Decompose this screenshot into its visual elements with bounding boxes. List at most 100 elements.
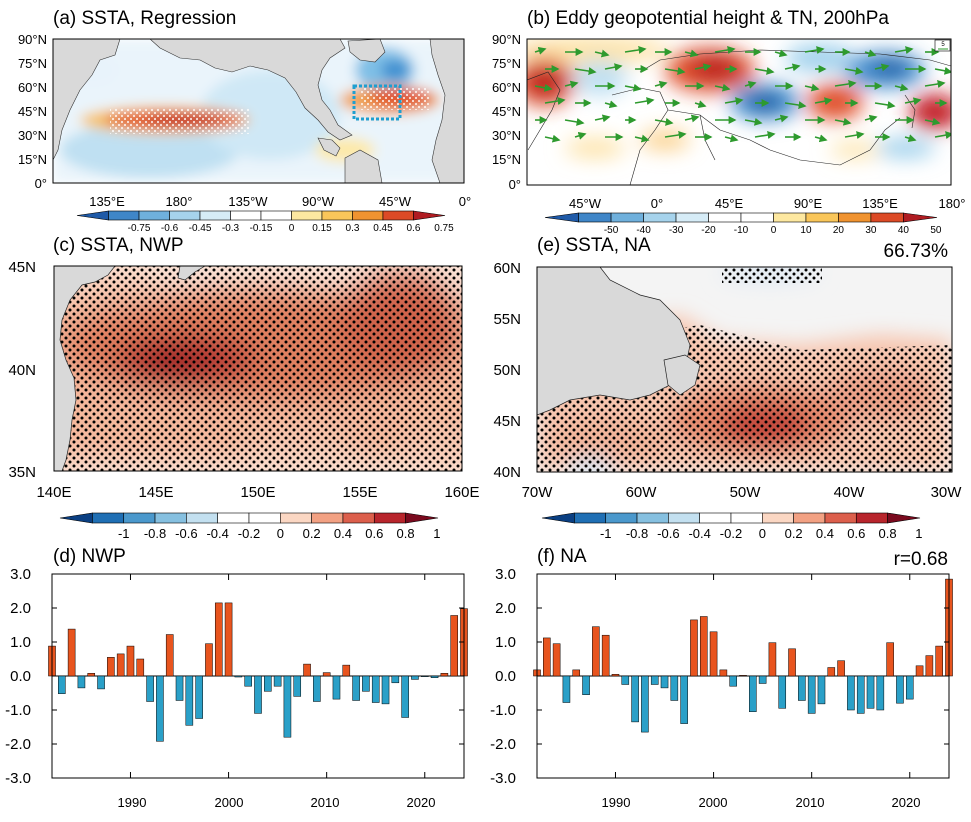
panel-f-title: (f) NA xyxy=(537,546,587,567)
flux-vector xyxy=(694,100,707,108)
panel-f-ytick: 3.0 xyxy=(495,566,516,583)
flux-vector xyxy=(544,97,566,105)
bar-2013 xyxy=(837,660,845,677)
panel-f-xtick: 2020 xyxy=(892,795,921,810)
flux-vector xyxy=(654,117,674,126)
bar-1990 xyxy=(126,645,135,677)
colorbar-tick-label: 0.4 xyxy=(816,526,834,541)
bar-2012 xyxy=(342,664,351,677)
panel-e-y-ticks: 60N 55N 50N 45N 40N xyxy=(493,260,521,481)
panel-e-variance-label: 66.73% xyxy=(884,241,949,262)
bar-1991 xyxy=(621,675,630,685)
panel-e-ytick: 40N xyxy=(493,464,521,481)
bar-2001 xyxy=(234,675,243,678)
flux-vector xyxy=(744,81,757,89)
panel-a-ytick: 60°N xyxy=(18,80,47,95)
panel-e-xtick: 70W xyxy=(522,484,554,501)
flux-vector xyxy=(894,83,909,92)
panel-e-ytick: 45N xyxy=(493,413,521,430)
panel-a-xtick: 0° xyxy=(459,194,471,209)
panel-d-xtick: 1990 xyxy=(118,795,147,810)
bar-2005 xyxy=(273,675,282,687)
flux-vector xyxy=(594,114,611,123)
panel-b-ytick: 75°N xyxy=(492,56,521,71)
colorbar-tick-label: 0.8 xyxy=(397,526,415,541)
panel-e-ytick: 55N xyxy=(493,311,521,328)
panel-b-ytick: 45°N xyxy=(492,104,521,119)
bar-1984 xyxy=(552,643,561,677)
panel-b-xtick: 180° xyxy=(939,196,966,211)
bar-2011 xyxy=(817,675,826,705)
colorbar-segment xyxy=(699,512,732,524)
panel-b-xtick: 135°E xyxy=(862,196,898,211)
panel-f-frame xyxy=(536,573,950,779)
flux-vector xyxy=(724,97,744,106)
bar-2004 xyxy=(264,675,272,692)
colorbar-tick-label: 0.15 xyxy=(312,223,332,234)
bar-2017 xyxy=(876,675,885,711)
panel-d-y-ticks: 3.0 2.0 1.0 0.0 -1.0 -2.0 -3.0 xyxy=(5,566,31,787)
bar-2010 xyxy=(807,675,816,714)
colorbar-end-low xyxy=(541,512,575,524)
colorbar-segment xyxy=(382,210,414,221)
bar-2002 xyxy=(244,675,252,687)
panel-b-xtick: 45°W xyxy=(569,196,602,211)
bar-1984 xyxy=(67,628,76,677)
bar-2019 xyxy=(411,675,419,680)
bar-2016 xyxy=(866,675,875,709)
panel-d: (d) NWP 3.0 2.0 1.0 0.0 -1.0 -2.0 -3.0 1… xyxy=(5,546,468,810)
colorbar-segment xyxy=(636,512,669,524)
bar-2019 xyxy=(896,675,904,704)
panel-f-x-ticks: 1990 2000 2010 2020 xyxy=(602,795,921,810)
bar-2006 xyxy=(768,642,777,677)
bar-2010 xyxy=(322,672,331,677)
colorbar-tick-label: -0.6 xyxy=(175,526,197,541)
panel-e-colorbar: -1 -0.8 -0.6 -0.4 -0.2 0 0.2 0.4 0.6 0.8 1 xyxy=(541,512,923,541)
bar-2000 xyxy=(224,602,233,677)
colorbar-segment xyxy=(643,212,677,223)
colorbar-segment xyxy=(675,212,709,223)
panel-c-xtick: 160E xyxy=(444,484,479,501)
panel-b-ytick: 30°N xyxy=(492,128,521,143)
panel-c-xtick: 155E xyxy=(342,484,377,501)
bar-1988 xyxy=(107,657,115,677)
panel-f-ytick: -2.0 xyxy=(490,736,516,753)
bar-1998 xyxy=(205,643,213,677)
colorbar-segment xyxy=(154,512,187,524)
colorbar-segment xyxy=(870,212,904,223)
flux-vector xyxy=(714,46,736,54)
colorbar-tick-label: 0.6 xyxy=(847,526,865,541)
flux-vector xyxy=(714,83,731,92)
colorbar-tick-label: 20 xyxy=(833,225,845,236)
panel-e-xtick: 40W xyxy=(834,484,866,501)
panel-d-ytick: -1.0 xyxy=(5,702,31,719)
flux-vector xyxy=(814,97,833,106)
colorbar-tick-label: -30 xyxy=(669,225,684,236)
panel-c-ytick: 40N xyxy=(8,362,36,379)
colorbar-segment xyxy=(668,512,700,524)
bar-1986 xyxy=(87,673,96,677)
flux-vector xyxy=(564,118,585,126)
flux-vector xyxy=(804,83,820,92)
panel-f-ytick: -1.0 xyxy=(490,702,516,719)
colorbar-segment xyxy=(773,212,807,223)
colorbar-tick-label: 50 xyxy=(930,225,942,236)
panel-f-ytick: 1.0 xyxy=(495,634,516,651)
flux-vector xyxy=(574,132,587,140)
bar-2021 xyxy=(430,675,439,678)
flux-vector xyxy=(724,134,739,143)
panel-d-ytick: -3.0 xyxy=(5,770,31,787)
colorbar-segment xyxy=(762,512,794,524)
flux-vector xyxy=(784,63,801,72)
bar-1985 xyxy=(77,675,86,689)
colorbar-tick-label: -0.6 xyxy=(657,526,679,541)
flux-vector xyxy=(684,49,699,58)
panel-c-colorbar: -1 -0.8 -0.6 -0.4 -0.2 0 0.2 0.4 0.6 0.8 1 xyxy=(59,512,441,541)
bar-1992 xyxy=(146,675,154,702)
bar-1999 xyxy=(699,616,708,677)
panel-b-ytick: 15°N xyxy=(492,152,521,167)
bar-2006 xyxy=(283,675,292,738)
bar-2018 xyxy=(886,642,894,677)
panel-f-ytick: 0.0 xyxy=(495,668,516,685)
